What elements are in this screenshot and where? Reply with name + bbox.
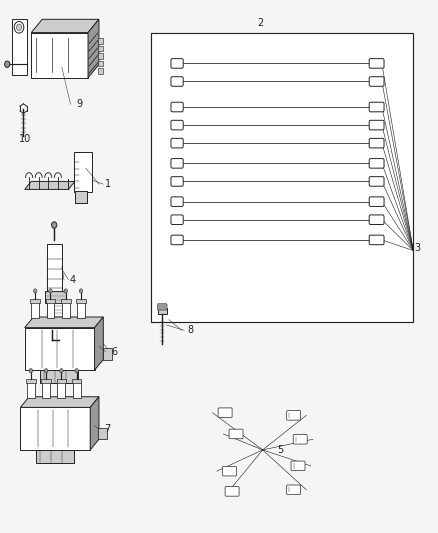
- FancyBboxPatch shape: [157, 304, 167, 310]
- Circle shape: [60, 368, 63, 373]
- FancyBboxPatch shape: [369, 159, 384, 168]
- Polygon shape: [88, 19, 99, 78]
- Text: 8: 8: [187, 325, 194, 335]
- Bar: [25, 328, 95, 370]
- Bar: [73, 382, 81, 398]
- Bar: [45, 291, 66, 303]
- FancyBboxPatch shape: [225, 487, 239, 496]
- FancyBboxPatch shape: [369, 77, 384, 86]
- Polygon shape: [31, 19, 99, 33]
- Text: 10: 10: [18, 134, 31, 144]
- Circle shape: [79, 289, 83, 293]
- Bar: [103, 348, 112, 360]
- Circle shape: [33, 289, 37, 293]
- Bar: [57, 378, 66, 383]
- Bar: [62, 302, 70, 318]
- Bar: [27, 382, 35, 398]
- Bar: [98, 61, 103, 66]
- Circle shape: [49, 289, 52, 293]
- Circle shape: [14, 21, 24, 33]
- Bar: [47, 244, 62, 295]
- Polygon shape: [90, 397, 99, 450]
- Bar: [42, 382, 50, 398]
- Bar: [98, 68, 103, 74]
- Polygon shape: [12, 19, 27, 75]
- FancyBboxPatch shape: [369, 235, 384, 245]
- Bar: [41, 378, 51, 383]
- Text: 3: 3: [415, 243, 421, 253]
- FancyBboxPatch shape: [291, 461, 305, 471]
- FancyBboxPatch shape: [171, 139, 183, 148]
- Bar: [30, 299, 40, 303]
- Bar: [158, 308, 166, 314]
- FancyBboxPatch shape: [218, 408, 232, 417]
- Bar: [99, 427, 107, 439]
- Polygon shape: [25, 181, 75, 189]
- Bar: [31, 33, 88, 78]
- FancyBboxPatch shape: [171, 235, 183, 245]
- FancyBboxPatch shape: [293, 434, 307, 444]
- Circle shape: [16, 24, 21, 30]
- FancyBboxPatch shape: [223, 466, 237, 476]
- Text: 4: 4: [70, 275, 76, 285]
- Polygon shape: [20, 397, 99, 407]
- Bar: [98, 38, 103, 44]
- Bar: [46, 303, 65, 330]
- Text: 9: 9: [76, 99, 82, 109]
- FancyBboxPatch shape: [369, 102, 384, 112]
- FancyBboxPatch shape: [229, 429, 243, 439]
- FancyBboxPatch shape: [171, 197, 183, 206]
- FancyBboxPatch shape: [369, 197, 384, 206]
- Polygon shape: [25, 317, 103, 328]
- Bar: [31, 302, 39, 318]
- FancyBboxPatch shape: [171, 77, 183, 86]
- FancyBboxPatch shape: [171, 120, 183, 130]
- FancyBboxPatch shape: [171, 215, 183, 224]
- FancyBboxPatch shape: [369, 139, 384, 148]
- Circle shape: [75, 368, 78, 373]
- FancyBboxPatch shape: [369, 176, 384, 186]
- Bar: [36, 450, 74, 463]
- Bar: [151, 33, 413, 322]
- Text: 6: 6: [111, 346, 117, 357]
- Text: 5: 5: [277, 445, 283, 455]
- Text: 7: 7: [105, 424, 111, 434]
- Circle shape: [44, 368, 48, 373]
- Text: 2: 2: [258, 18, 264, 28]
- Bar: [98, 46, 103, 51]
- Bar: [20, 407, 90, 450]
- Bar: [46, 302, 54, 318]
- Circle shape: [64, 289, 67, 293]
- Bar: [40, 370, 78, 383]
- Bar: [76, 299, 86, 303]
- FancyBboxPatch shape: [287, 485, 300, 495]
- FancyBboxPatch shape: [171, 102, 183, 112]
- Bar: [46, 299, 55, 303]
- Bar: [61, 299, 71, 303]
- Bar: [72, 378, 81, 383]
- Polygon shape: [95, 317, 103, 370]
- Circle shape: [29, 368, 32, 373]
- FancyBboxPatch shape: [171, 59, 183, 68]
- Circle shape: [5, 61, 10, 67]
- Bar: [77, 302, 85, 318]
- FancyBboxPatch shape: [171, 159, 183, 168]
- FancyBboxPatch shape: [369, 59, 384, 68]
- Bar: [74, 152, 92, 192]
- Bar: [57, 382, 65, 398]
- Text: 1: 1: [105, 179, 111, 189]
- Circle shape: [52, 222, 57, 228]
- FancyBboxPatch shape: [171, 176, 183, 186]
- Bar: [98, 53, 103, 59]
- FancyBboxPatch shape: [369, 215, 384, 224]
- FancyBboxPatch shape: [369, 120, 384, 130]
- Bar: [26, 378, 35, 383]
- FancyBboxPatch shape: [287, 410, 300, 420]
- Bar: [75, 191, 87, 203]
